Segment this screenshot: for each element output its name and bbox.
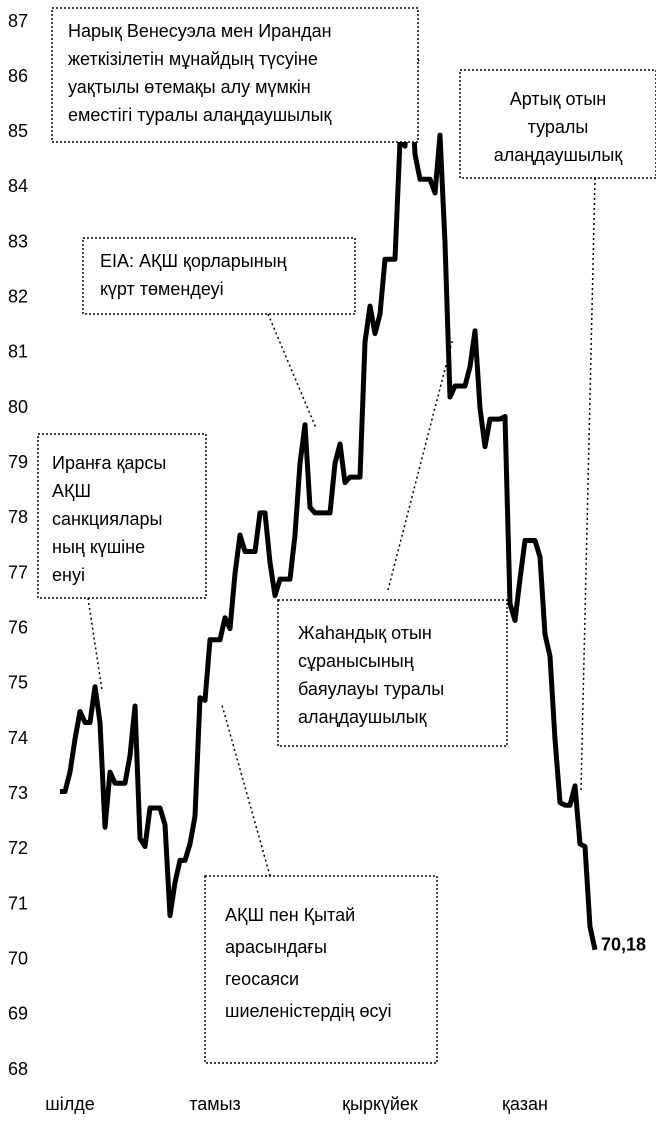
leaders xyxy=(87,41,596,877)
y-tick-label: 86 xyxy=(8,66,28,86)
y-tick-label: 69 xyxy=(8,1004,28,1024)
y-tick-label: 79 xyxy=(8,452,28,472)
annotation-text: шиеленістердің өсуі xyxy=(225,1001,391,1021)
y-tick-label: 87 xyxy=(8,11,28,31)
annotation-text: геосаяси xyxy=(225,969,299,989)
y-tick-label: 72 xyxy=(8,838,28,858)
x-tick-label: шілде xyxy=(45,1094,94,1114)
leader-line xyxy=(221,704,271,877)
x-tick-label: қазан xyxy=(502,1094,548,1114)
annotation-text: санкциялары xyxy=(52,509,162,529)
annotation-text: енуі xyxy=(52,565,85,585)
annotation: АҚШ пен Қытай арасындағы геосаяси шиеленіст… xyxy=(204,875,438,1064)
annotation: EIA: АҚШ қорларының күрт төмендеуі xyxy=(82,237,356,315)
annotation-text: алаңдаушылық xyxy=(494,145,623,165)
annotation-box xyxy=(37,433,207,599)
y-tick-label: 81 xyxy=(8,342,28,362)
y-tick-label: 80 xyxy=(8,397,28,417)
annotation: Нарық Венесуэла мен Ирандан жеткізілетін … xyxy=(51,7,419,143)
y-tick-label: 85 xyxy=(8,121,28,141)
leader-line xyxy=(387,337,454,591)
annotation-text: АҚШ xyxy=(52,481,91,501)
y-tick-label: 76 xyxy=(8,617,28,637)
annotation-box xyxy=(459,69,656,179)
y-tick-label: 83 xyxy=(8,231,28,251)
annotation: Артық отын туралы алаңдаушылық xyxy=(459,69,656,179)
annotation-text: алаңдаушылық xyxy=(298,707,427,727)
annotation-text: сұранысының xyxy=(298,651,414,671)
annotation-text: жеткізілетін мұнайдың түсуіне xyxy=(68,49,318,69)
annotation-text: Нарық Венесуэла мен Ирандан xyxy=(68,21,332,41)
annotation-text: еместігі туралы алаңдаушылық xyxy=(68,105,332,125)
y-tick-label: 71 xyxy=(8,893,28,913)
leader-line xyxy=(87,597,103,691)
annotation-box xyxy=(277,599,508,747)
annotation-text: баяулауы туралы xyxy=(298,679,444,699)
annotation-text: Иранға қарсы xyxy=(52,453,166,473)
annotation-box xyxy=(82,237,356,315)
x-tick-label: тамыз xyxy=(189,1094,241,1114)
leader-line xyxy=(267,313,317,429)
y-tick-label: 77 xyxy=(8,562,28,582)
annotation-box xyxy=(51,7,419,143)
annotation-text: Артық отын xyxy=(510,89,606,109)
y-tick-label: 78 xyxy=(8,507,28,527)
annotation-text: туралы xyxy=(528,117,589,137)
annotation: Жаһандық отын сұранысының баяулауы туралы а… xyxy=(277,599,508,747)
price-line xyxy=(60,58,598,951)
y-tick-label: 70 xyxy=(8,948,28,968)
annotation-text: күрт төмендеуі xyxy=(100,279,224,299)
annotation: Иранға қарсы АҚШ санкциялары ның күшіне енуі xyxy=(37,433,207,599)
annotation-text: АҚШ пен Қытай xyxy=(225,905,355,925)
leader-line xyxy=(580,177,596,791)
annotation-text: ның күшіне xyxy=(52,537,145,557)
y-tick-label: 68 xyxy=(8,1059,28,1079)
y-tick-label: 75 xyxy=(8,673,28,693)
y-tick-label: 74 xyxy=(8,728,28,748)
x-tick-label: қыркүйек xyxy=(342,1094,418,1114)
y-tick-label: 73 xyxy=(8,783,28,803)
y-tick-label: 82 xyxy=(8,287,28,307)
annotation-text: EIA: АҚШ қорларының xyxy=(100,251,287,271)
annotation-text: уақтылы өтемақы алу мүмкін xyxy=(68,77,311,97)
annotation-text: арасындағы xyxy=(225,937,327,957)
annotation-box xyxy=(204,875,438,1064)
value-label: 70,18 xyxy=(601,935,646,955)
annotation-text: Жаһандық отын xyxy=(298,623,432,643)
y-tick-label: 84 xyxy=(8,176,28,196)
